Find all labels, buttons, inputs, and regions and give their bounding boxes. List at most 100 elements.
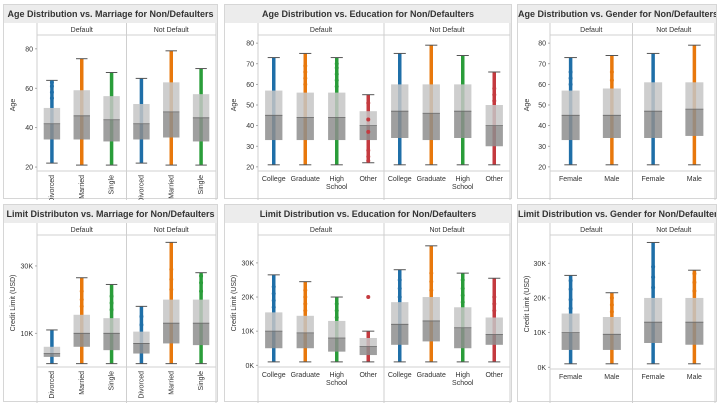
box-married <box>163 50 180 166</box>
panel-limit-gender: Limit Distribution vs. Gender for Non/De… <box>517 204 717 403</box>
x-tick-label: Married <box>168 175 175 199</box>
x-tick-label: Other <box>485 372 503 379</box>
y-axis-label: Age <box>10 99 17 112</box>
x-tick-label: High <box>456 372 471 379</box>
x-tick-label: Male <box>687 374 702 381</box>
x-tick-label: College <box>388 176 412 183</box>
panel-limit-education: Limit Distribution vs. Education for Non… <box>224 204 512 403</box>
panel-title: Limit Distribution vs. Gender for Non/De… <box>518 205 716 223</box>
outlier-point <box>692 289 697 293</box>
box-upper-quartile <box>685 82 704 110</box>
x-tick-label: College <box>262 176 286 183</box>
outlier-point <box>568 287 573 292</box>
y-tick-label: 80 <box>246 41 254 48</box>
outlier-point <box>199 280 204 285</box>
box-lower-quartile <box>485 125 503 147</box>
box-lower-quartile <box>103 333 120 351</box>
x-tick-label: Male <box>604 374 619 381</box>
y-tick-label: 80 <box>25 46 33 53</box>
column-header: Not Default <box>429 27 464 34</box>
panel-limit-marriage: Limit Distributon vs. Marriage for Non/D… <box>3 204 218 403</box>
box-single <box>103 71 120 166</box>
y-axis-label: Credit Limit (USD) <box>10 275 17 332</box>
box-single <box>192 68 210 166</box>
box-lower-quartile <box>602 115 621 138</box>
outlier-point <box>568 76 573 81</box>
panel-title: Age Distribution vs. Gender for Non/Defa… <box>518 5 716 23</box>
outlier-point <box>303 308 308 313</box>
x-tick-label: Other <box>359 372 377 379</box>
box-college <box>265 57 283 166</box>
y-tick-label: 50 <box>538 103 546 110</box>
x-tick-label: Male <box>687 176 702 183</box>
x-tick-label: Single <box>109 175 116 195</box>
x-tick-label: Female <box>559 374 582 381</box>
x-tick-label: School <box>326 380 348 387</box>
box-graduate <box>422 245 440 363</box>
box-upper-quartile <box>391 84 409 112</box>
column-header: Default <box>71 227 93 234</box>
outlier-point <box>651 275 656 280</box>
box-female <box>644 241 663 365</box>
box-upper-quartile <box>163 82 180 112</box>
x-tick-label: Married <box>168 371 175 395</box>
outlier-point <box>460 277 465 282</box>
box-upper-quartile <box>73 314 90 334</box>
box-college <box>265 274 283 363</box>
y-tick-label: 20 <box>25 165 33 172</box>
outlier-point <box>334 72 339 77</box>
outlier-point <box>651 285 656 290</box>
outlier-point <box>460 286 465 291</box>
x-tick-label: School <box>452 380 474 387</box>
box-lower-quartile <box>192 117 210 142</box>
x-tick-label: Female <box>641 176 664 183</box>
outlier-point <box>397 277 402 282</box>
x-tick-label: Single <box>198 371 205 391</box>
outlier-point <box>303 70 308 74</box>
outlier-point <box>271 291 276 296</box>
outlier-point <box>460 300 465 305</box>
box-upper-quartile <box>103 96 120 120</box>
box-upper-quartile <box>133 331 150 344</box>
outlier-point <box>303 301 308 306</box>
column-header: Not Default <box>429 227 464 234</box>
outlier-point <box>303 76 308 81</box>
outlier-point <box>139 322 144 327</box>
x-tick-label: College <box>388 372 412 379</box>
box-lower-quartile <box>73 333 90 347</box>
box-divorced <box>133 77 150 164</box>
box-upper-quartile <box>296 92 314 118</box>
outlier-point <box>692 271 697 276</box>
y-tick-label: 30 <box>538 144 546 151</box>
y-tick-label: 20 <box>246 164 254 171</box>
outlier-point <box>169 277 174 282</box>
box-plot-limit-gender: Default Not Default 0K 10K 20K 30K Credit Limi… <box>524 223 716 403</box>
x-tick-label: High <box>330 372 345 379</box>
outlier-point <box>366 117 371 122</box>
outlier-point <box>334 65 339 70</box>
box-lower-quartile <box>561 332 580 350</box>
outlier-point <box>366 295 371 300</box>
box-upper-quartile <box>454 307 472 328</box>
box-upper-quartile <box>561 313 580 333</box>
column-header: Default <box>580 27 602 34</box>
outlier-point <box>429 288 434 293</box>
outlier-point <box>49 84 54 89</box>
x-tick-label: Graduate <box>291 372 320 379</box>
box-single <box>103 283 120 365</box>
column-header: Default <box>71 27 93 34</box>
outlier-point <box>199 289 204 294</box>
outlier-point <box>429 279 434 284</box>
box-lower-quartile <box>296 332 314 349</box>
outlier-point <box>609 302 614 307</box>
outlier-point <box>49 90 54 95</box>
outlier-point <box>492 308 497 313</box>
box-lower-quartile <box>685 322 704 345</box>
box-lower-quartile <box>163 323 180 344</box>
column-header: Default <box>310 27 332 34</box>
box-plot-age-education: Default Not Default 20 30 40 50 60 70 80 Age Colle… <box>231 23 511 200</box>
box-divorced <box>43 79 61 164</box>
column-header: Default <box>580 227 602 234</box>
box-upper-quartile <box>602 317 621 335</box>
y-tick-label: 70 <box>538 61 546 68</box>
